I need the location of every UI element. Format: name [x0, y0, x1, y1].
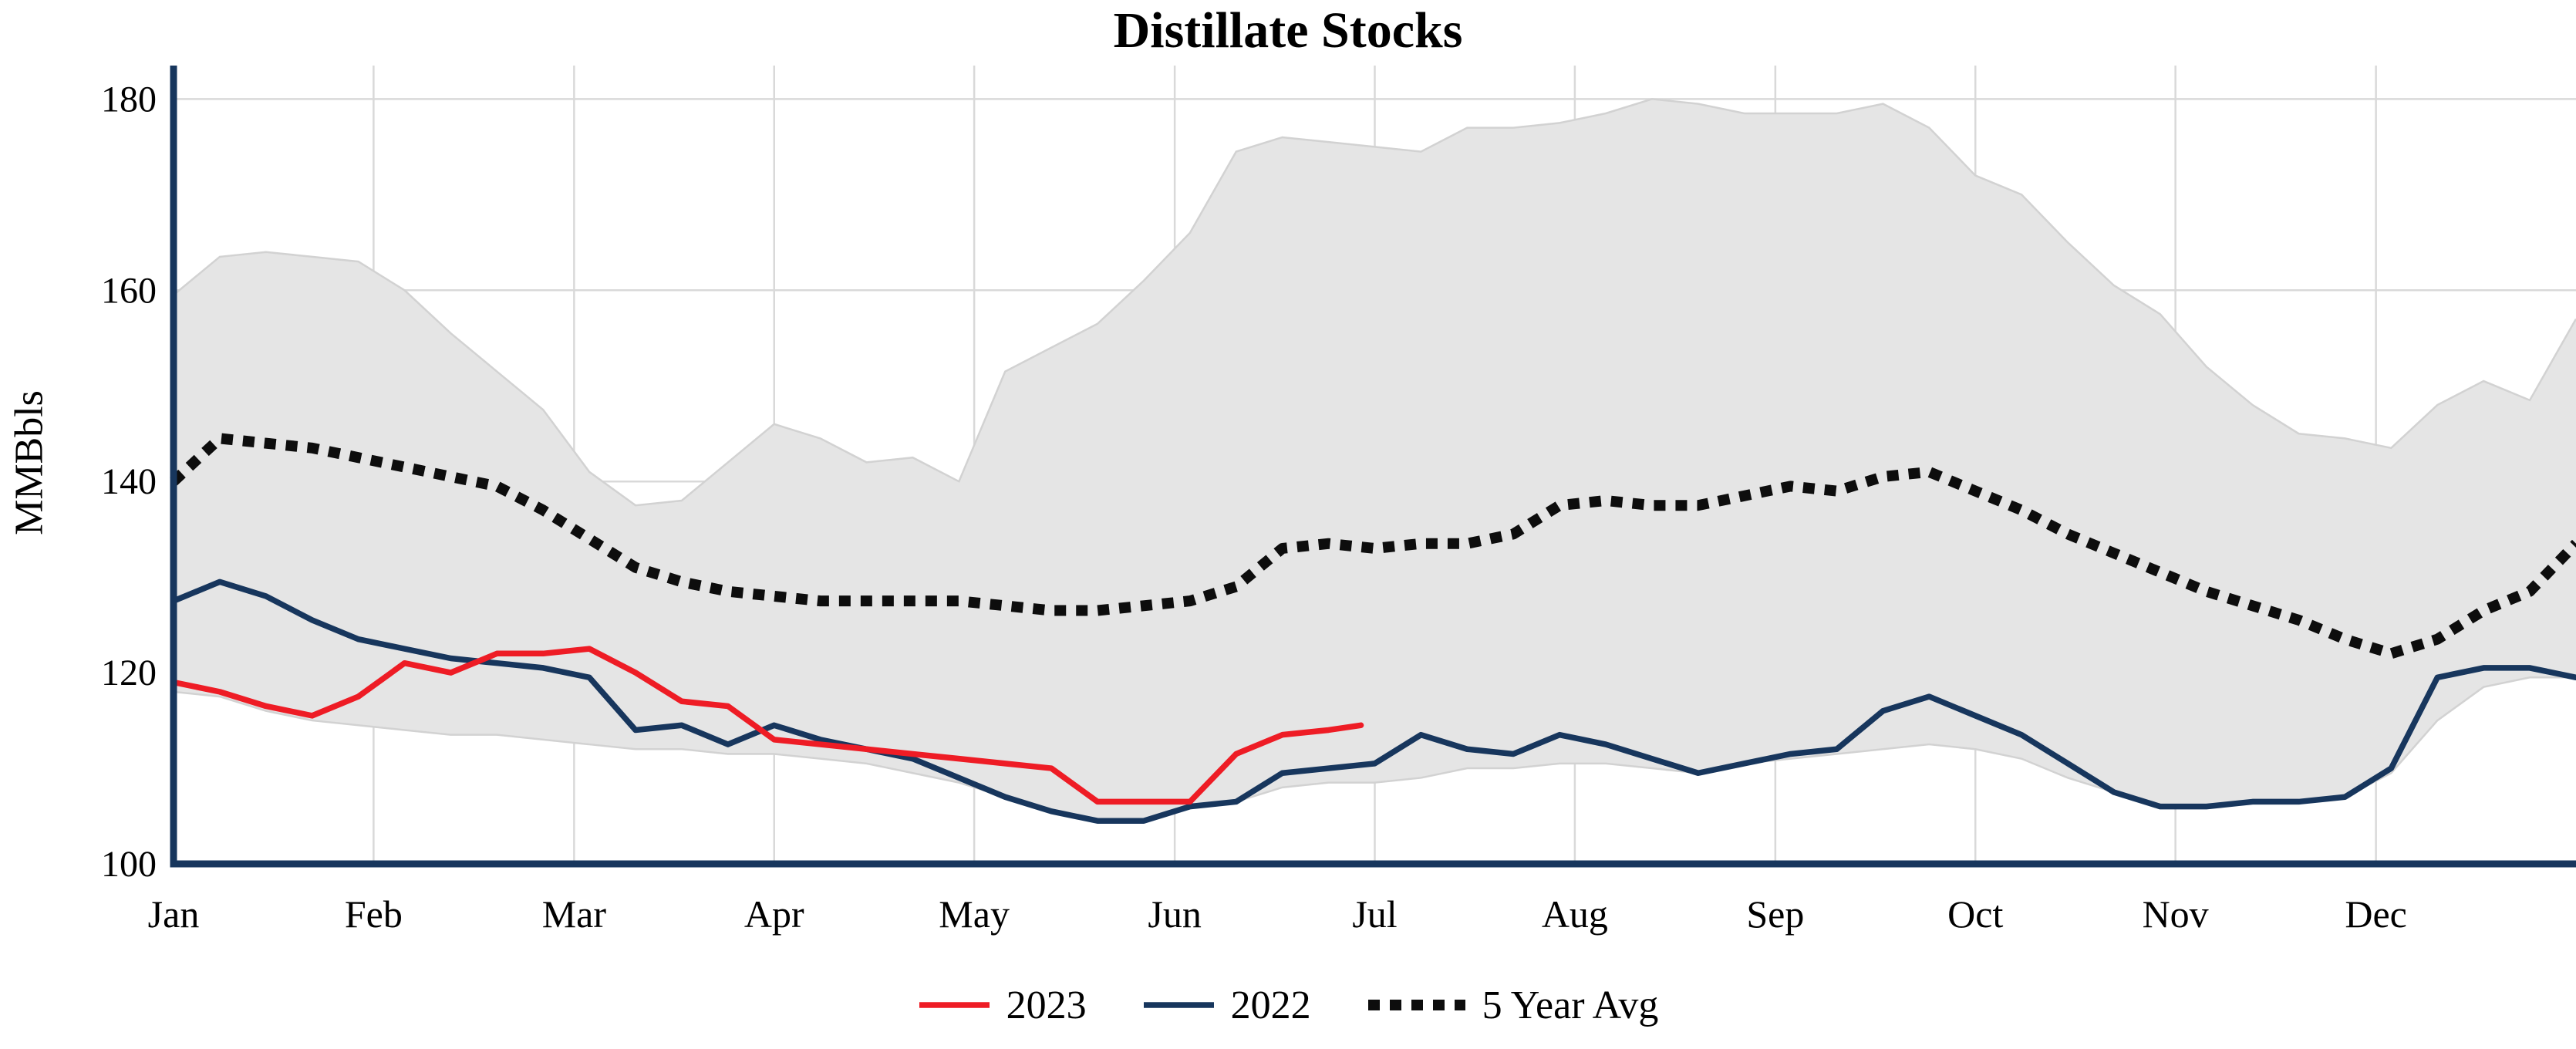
y-tick-labels: 100 120 140 160 180 [101, 79, 157, 885]
svg-text:Sep: Sep [1746, 892, 1804, 936]
five-year-range-band [173, 98, 2576, 822]
svg-text:160: 160 [101, 270, 157, 311]
svg-text:Nov: Nov [2143, 892, 2209, 936]
x-tick-labels: Jan Feb Mar Apr May Jun Jul Aug Sep Oct Nov Dec [148, 892, 2407, 936]
svg-text:May: May [939, 892, 1010, 936]
legend-swatch-icon [1367, 1000, 1465, 1010]
five-year-avg-line [170, 433, 2576, 659]
svg-text:180: 180 [101, 79, 157, 120]
legend-label: 2022 [1230, 983, 1311, 1027]
legend-item-2022: 2022 [1142, 983, 1311, 1028]
svg-text:120: 120 [101, 653, 157, 693]
svg-text:Jan: Jan [148, 892, 200, 936]
svg-text:Apr: Apr [744, 892, 804, 936]
svg-text:100: 100 [101, 844, 157, 885]
legend-item-5-year-avg: 5 Year Avg [1367, 983, 1659, 1028]
svg-text:140: 140 [101, 461, 157, 502]
svg-text:Dec: Dec [2345, 892, 2407, 936]
svg-text:Oct: Oct [1947, 892, 2003, 936]
line-2023 [170, 646, 1364, 805]
legend-label: 5 Year Avg [1482, 983, 1659, 1027]
axes [170, 66, 2576, 868]
svg-text:Mar: Mar [542, 892, 607, 936]
svg-text:Feb: Feb [345, 892, 403, 936]
legend-swatch-icon [919, 1002, 990, 1008]
chart-title: Distillate Stocks [1113, 2, 1463, 59]
svg-text:Jun: Jun [1148, 892, 1201, 936]
legend-swatch-icon [1143, 1002, 1214, 1008]
legend-item-2023: 2023 [918, 983, 1087, 1028]
line-2022 [170, 578, 2576, 824]
svg-text:Jul: Jul [1352, 892, 1397, 936]
legend-label: 2023 [1006, 983, 1087, 1027]
legend: 2023 2022 5 Year Avg [0, 970, 2576, 1040]
svg-text:Aug: Aug [1542, 892, 1608, 936]
